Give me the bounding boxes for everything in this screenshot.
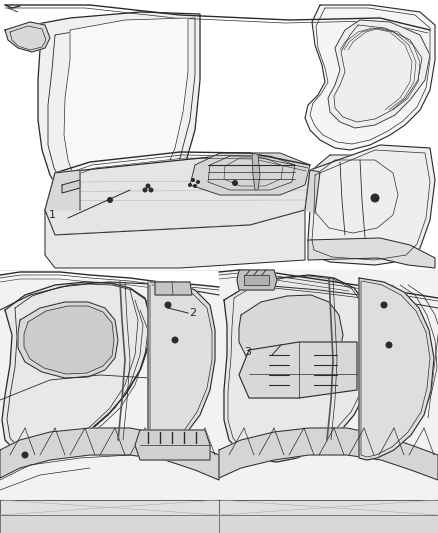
- Polygon shape: [359, 278, 434, 460]
- Circle shape: [22, 452, 28, 458]
- Circle shape: [386, 342, 392, 348]
- Polygon shape: [237, 270, 277, 290]
- Polygon shape: [219, 270, 438, 533]
- Text: 2: 2: [190, 308, 197, 318]
- Polygon shape: [45, 153, 310, 235]
- Polygon shape: [24, 306, 114, 374]
- Circle shape: [146, 184, 150, 188]
- Circle shape: [382, 303, 385, 306]
- Polygon shape: [148, 282, 215, 452]
- Polygon shape: [308, 155, 405, 240]
- Polygon shape: [0, 515, 219, 533]
- Polygon shape: [135, 430, 210, 460]
- Circle shape: [197, 181, 199, 183]
- Circle shape: [194, 184, 197, 188]
- Polygon shape: [155, 282, 192, 295]
- Polygon shape: [64, 18, 188, 200]
- Circle shape: [371, 194, 379, 202]
- Polygon shape: [219, 428, 438, 480]
- Polygon shape: [190, 153, 310, 195]
- Circle shape: [381, 302, 387, 308]
- Polygon shape: [308, 145, 435, 265]
- Polygon shape: [305, 5, 435, 150]
- Circle shape: [149, 188, 153, 192]
- Circle shape: [173, 338, 177, 342]
- Polygon shape: [219, 500, 438, 515]
- Bar: [0, 270, 219, 533]
- Polygon shape: [224, 275, 374, 462]
- Polygon shape: [18, 302, 118, 378]
- Polygon shape: [62, 180, 80, 193]
- Circle shape: [388, 343, 391, 346]
- Polygon shape: [0, 500, 219, 515]
- Circle shape: [143, 188, 147, 192]
- Bar: [219, 270, 438, 533]
- Polygon shape: [305, 170, 320, 213]
- Text: 1: 1: [49, 210, 56, 220]
- Circle shape: [188, 183, 191, 187]
- Polygon shape: [45, 210, 305, 268]
- Polygon shape: [45, 170, 80, 210]
- Polygon shape: [219, 515, 438, 533]
- Polygon shape: [328, 20, 430, 128]
- Circle shape: [24, 454, 27, 456]
- Circle shape: [172, 337, 178, 343]
- Circle shape: [191, 179, 194, 182]
- Polygon shape: [5, 12, 200, 220]
- Circle shape: [233, 181, 237, 185]
- Polygon shape: [252, 153, 260, 190]
- Polygon shape: [2, 282, 150, 453]
- Polygon shape: [0, 275, 219, 533]
- Circle shape: [165, 302, 171, 308]
- Polygon shape: [239, 295, 343, 377]
- Text: 3: 3: [244, 347, 251, 357]
- Circle shape: [373, 196, 377, 200]
- Polygon shape: [5, 22, 50, 52]
- Circle shape: [107, 198, 113, 203]
- Polygon shape: [244, 275, 269, 285]
- Circle shape: [166, 303, 170, 306]
- Polygon shape: [308, 238, 435, 268]
- Polygon shape: [239, 342, 357, 398]
- Polygon shape: [0, 428, 219, 480]
